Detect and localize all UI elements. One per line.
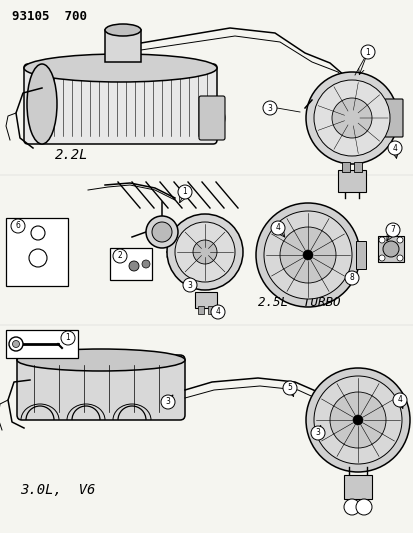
Circle shape xyxy=(211,305,224,319)
Bar xyxy=(195,292,216,308)
Bar xyxy=(353,162,361,172)
Circle shape xyxy=(305,72,397,164)
Text: 1: 1 xyxy=(365,47,370,56)
Circle shape xyxy=(305,368,409,472)
Text: 8: 8 xyxy=(349,273,354,282)
Circle shape xyxy=(378,255,384,261)
Text: 7: 7 xyxy=(389,225,394,235)
Circle shape xyxy=(378,237,384,243)
Circle shape xyxy=(29,249,47,267)
Bar xyxy=(6,330,78,358)
Text: 1: 1 xyxy=(66,334,70,343)
Circle shape xyxy=(146,216,178,248)
Circle shape xyxy=(279,227,335,283)
Circle shape xyxy=(11,219,25,233)
Circle shape xyxy=(255,203,359,307)
Circle shape xyxy=(382,241,398,257)
Bar xyxy=(343,475,371,499)
Circle shape xyxy=(192,240,216,264)
Circle shape xyxy=(12,341,19,348)
Bar xyxy=(110,248,152,280)
FancyBboxPatch shape xyxy=(24,64,216,144)
Circle shape xyxy=(313,376,401,464)
Text: 2.2L: 2.2L xyxy=(55,148,88,162)
Text: 4: 4 xyxy=(392,143,396,152)
Circle shape xyxy=(175,222,235,282)
Ellipse shape xyxy=(27,64,57,144)
Bar xyxy=(207,306,214,314)
Text: 3.0L,  V6: 3.0L, V6 xyxy=(20,483,95,497)
Circle shape xyxy=(360,45,374,59)
Ellipse shape xyxy=(202,104,224,132)
Text: 3: 3 xyxy=(165,398,170,407)
Circle shape xyxy=(61,331,75,345)
Text: 3: 3 xyxy=(267,103,272,112)
Bar xyxy=(377,236,403,262)
Circle shape xyxy=(9,337,23,351)
Circle shape xyxy=(183,278,197,292)
Bar xyxy=(355,241,365,269)
Text: 5: 5 xyxy=(287,384,292,392)
Text: 93105  700: 93105 700 xyxy=(12,10,87,22)
Bar xyxy=(337,170,365,192)
Circle shape xyxy=(282,381,296,395)
Circle shape xyxy=(263,211,351,299)
Circle shape xyxy=(310,426,324,440)
Circle shape xyxy=(355,499,371,515)
Bar xyxy=(197,306,204,314)
Bar xyxy=(105,30,141,62)
Text: 4: 4 xyxy=(396,395,401,405)
Circle shape xyxy=(329,392,385,448)
Text: 4: 4 xyxy=(275,223,280,232)
FancyBboxPatch shape xyxy=(384,99,402,137)
Circle shape xyxy=(392,393,406,407)
Text: 4: 4 xyxy=(215,308,220,317)
Circle shape xyxy=(343,499,359,515)
Circle shape xyxy=(113,249,127,263)
Circle shape xyxy=(387,141,401,155)
Text: 6: 6 xyxy=(16,222,20,230)
Text: 2.5L  TURBO: 2.5L TURBO xyxy=(257,295,339,309)
Circle shape xyxy=(396,237,402,243)
Ellipse shape xyxy=(24,54,216,82)
Circle shape xyxy=(344,271,358,285)
Ellipse shape xyxy=(105,24,141,36)
Circle shape xyxy=(161,395,175,409)
Circle shape xyxy=(178,185,192,199)
Ellipse shape xyxy=(17,349,185,371)
Text: 2: 2 xyxy=(117,252,122,261)
Circle shape xyxy=(385,223,399,237)
Circle shape xyxy=(331,98,371,138)
Text: 3: 3 xyxy=(315,429,320,438)
Circle shape xyxy=(129,261,139,271)
Bar xyxy=(341,162,349,172)
Circle shape xyxy=(271,221,284,235)
Text: 3: 3 xyxy=(187,280,192,289)
Circle shape xyxy=(313,80,389,156)
Circle shape xyxy=(262,101,276,115)
Bar xyxy=(6,218,68,286)
Circle shape xyxy=(152,222,171,242)
Circle shape xyxy=(31,226,45,240)
Text: 1: 1 xyxy=(182,188,187,197)
Circle shape xyxy=(302,250,312,260)
Circle shape xyxy=(396,255,402,261)
FancyBboxPatch shape xyxy=(199,96,224,140)
Circle shape xyxy=(166,214,242,290)
FancyBboxPatch shape xyxy=(17,355,185,420)
Circle shape xyxy=(352,415,362,425)
Circle shape xyxy=(142,260,150,268)
